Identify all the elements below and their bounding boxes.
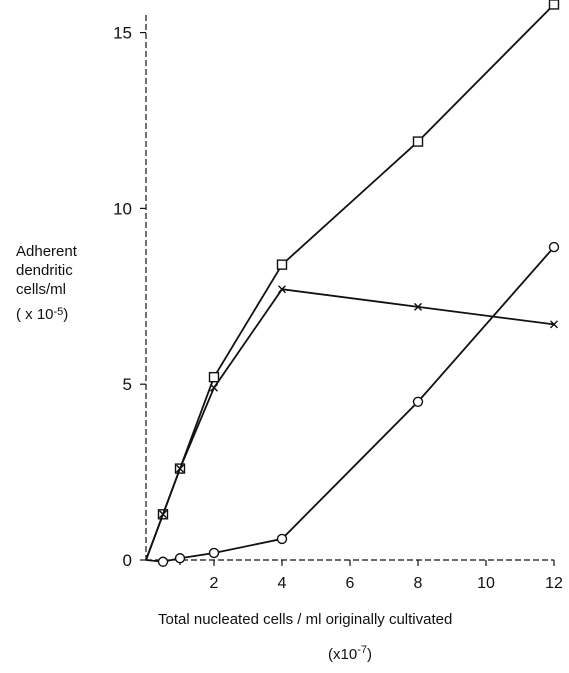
square-marker [276,259,288,270]
circle-marker [548,241,560,253]
circle-marker [412,396,424,407]
x-marker-stroke [210,383,218,392]
y-axis-unit-exponent: -5 [53,306,64,318]
y-axis-unit: ( x 10-5) [16,305,77,324]
y-axis-label-line-2: dendritic [16,262,73,279]
y-axis-unit-prefix: ( x 10 [16,306,54,323]
y-tick-label: 0 [123,551,132,570]
x-axis-unit-suffix: ) [366,646,372,663]
x-tick-label: 4 [278,575,287,592]
x-tick-label: 8 [414,575,423,592]
x-axis-label: Total nucleated cells / ml originally cu… [158,611,453,628]
x-marker [176,464,184,473]
x-marker-stroke [550,320,558,329]
circle-marker [208,547,220,559]
circle-marker [276,533,288,545]
circle-marker [157,556,169,567]
x-marker [210,383,218,392]
y-tick-label: 15 [113,24,132,43]
x-axis-unit: (x10-7) [328,644,372,663]
y-axis-label-line-3: cells/ml [16,281,67,298]
square-marker [412,136,424,147]
square-marker [548,0,560,10]
x-marker [550,320,558,329]
y-axis-label-line-1: Adherent [16,243,77,260]
x-marker-stroke [414,302,422,311]
x-marker-stroke [278,285,286,294]
x-marker [414,302,422,311]
x-axis-unit-prefix: (x10 [328,646,358,663]
x-marker-stroke [159,510,167,519]
series-line-square [145,3,555,561]
x-marker-stroke [176,464,184,473]
y-axis-unit-suffix: ) [63,306,69,323]
x-tick-label: 6 [346,575,355,592]
y-tick-label: 10 [113,199,132,218]
x-tick-label: 12 [545,575,563,592]
x-tick-label: 2 [210,575,219,592]
series-line-x [145,288,555,561]
circle-marker [174,553,186,564]
x-marker [159,510,167,519]
y-tick-label: 5 [123,375,132,394]
y-axis-label: Adherent dendritic cells/ml ( x 10-5) [16,242,77,324]
x-axis-unit-exponent: -7 [357,644,367,656]
x-marker [278,285,286,294]
square-marker [208,371,220,383]
x-tick-label: 10 [477,575,495,592]
